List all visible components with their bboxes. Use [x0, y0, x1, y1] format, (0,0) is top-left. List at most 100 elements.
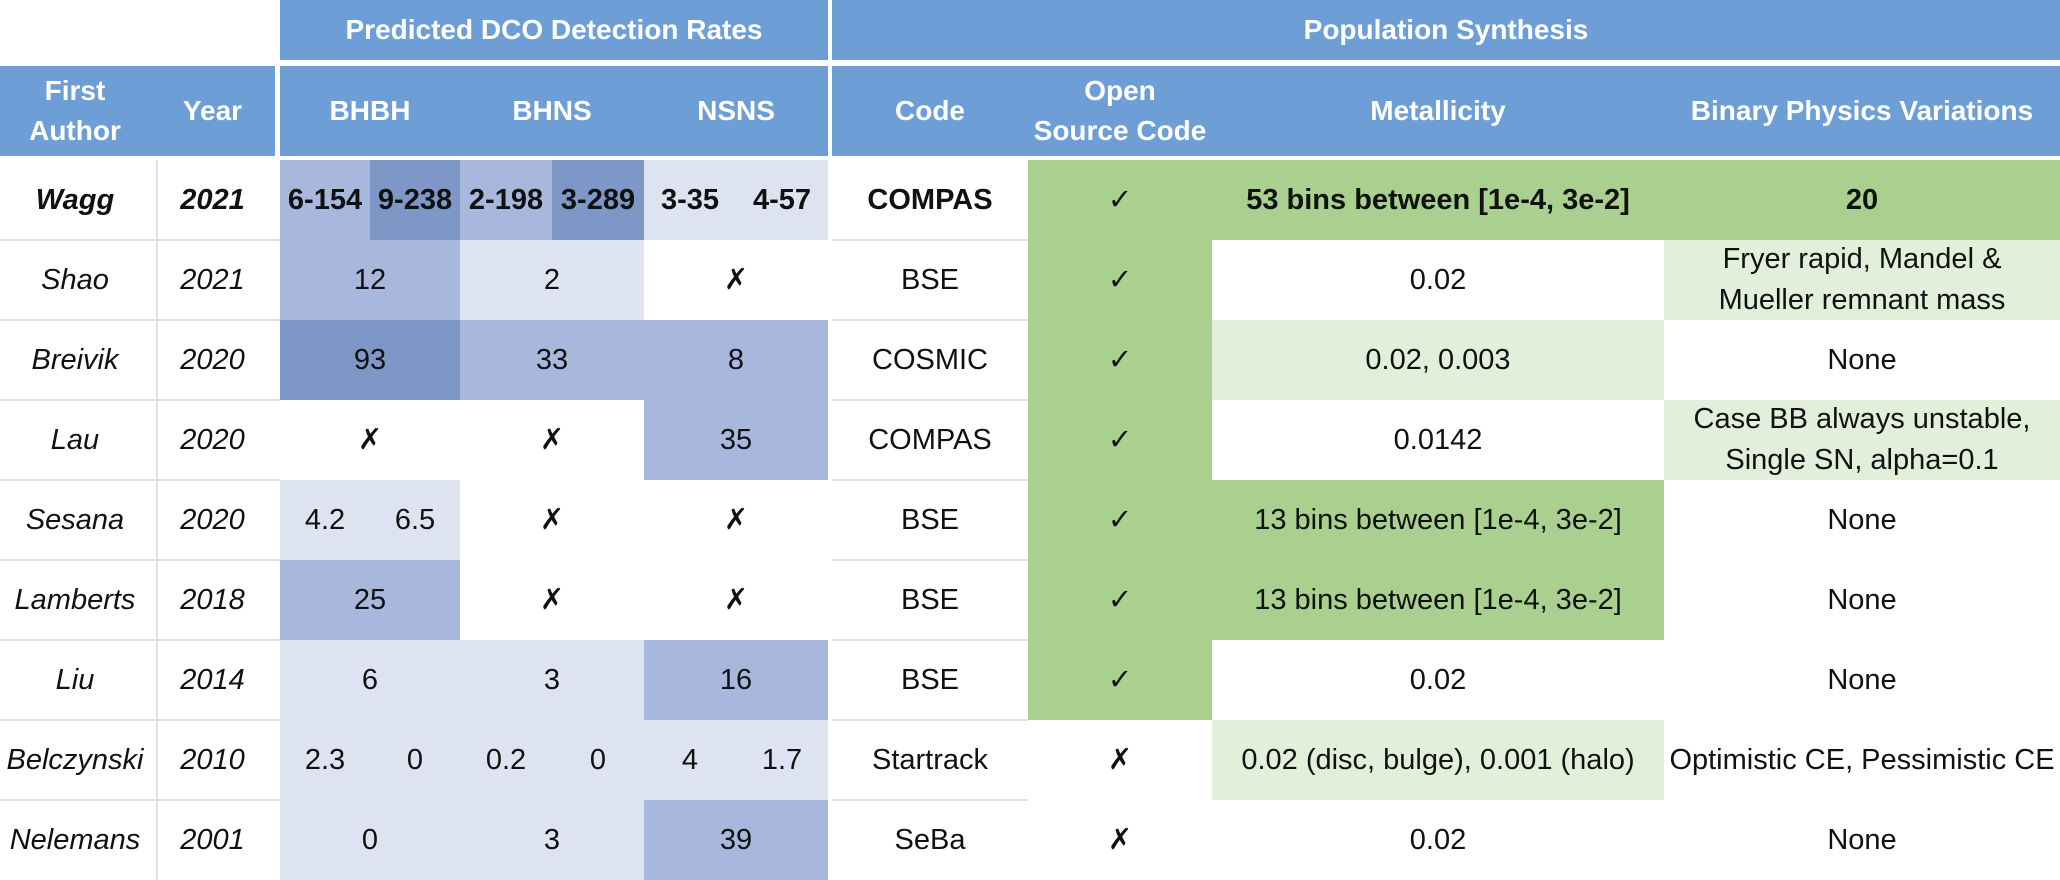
- cell-bhbh: 0: [280, 800, 460, 880]
- row-divider: [832, 639, 1028, 641]
- cell-open-source: ✓: [1028, 560, 1212, 640]
- cell-binary-physics: Case BB always unstable, Single SN, alph…: [1664, 400, 2060, 480]
- cell-author: Lau: [50, 423, 100, 456]
- cell-bhbh-high: 9-238: [370, 160, 460, 240]
- cell-binary-physics: None: [1827, 663, 1897, 696]
- row-divider: [832, 479, 1028, 481]
- cell-code: COMPAS: [867, 183, 993, 216]
- cell-nsns-low: 4: [644, 720, 736, 800]
- col-header-nsns: NSNS: [644, 66, 828, 156]
- cell-open-source: ✓: [1028, 160, 1212, 240]
- col-header-bhns: BHNS: [460, 66, 644, 156]
- cell-binary-physics: 20: [1664, 160, 2060, 240]
- cell-bhbh-low: 2.3: [280, 720, 370, 800]
- cell-bhbh-low: 4.2: [280, 480, 370, 560]
- cell-nsns-low: 3-35: [644, 160, 736, 240]
- cell-nsns: 39: [644, 800, 828, 880]
- cell-nsns: ✗: [723, 503, 749, 536]
- cell-bhns: 3: [460, 800, 644, 880]
- cell-bhbh: ✗: [357, 423, 383, 456]
- cell-code: BSE: [900, 503, 960, 536]
- cell-open-source: ✓: [1028, 400, 1212, 480]
- cell-binary-physics: None: [1827, 583, 1897, 616]
- cell-year: 2021: [180, 183, 245, 216]
- cell-year: 2021: [180, 263, 245, 296]
- cell-open-source: ✗: [1107, 823, 1133, 856]
- row-divider: [832, 239, 1028, 241]
- cell-author: Liu: [55, 663, 95, 696]
- cell-year: 2020: [180, 423, 245, 456]
- cell-author: Wagg: [35, 183, 115, 216]
- cell-bhns-high: 3-289: [552, 160, 644, 240]
- cell-bhns: 2: [460, 240, 644, 320]
- cell-open-source: ✓: [1028, 640, 1212, 720]
- cell-bhbh-high: 6.5: [370, 480, 460, 560]
- cell-metallicity: 0.0142: [1393, 423, 1483, 456]
- row-divider: [0, 639, 280, 641]
- row-divider: [832, 319, 1028, 321]
- cell-code: BSE: [900, 263, 960, 296]
- cell-bhns-high: 0: [552, 720, 644, 800]
- cell-bhns: ✗: [539, 583, 565, 616]
- col-header-binary-physics: Binary Physics Variations: [1664, 66, 2060, 156]
- cell-bhns: 33: [460, 320, 644, 400]
- cell-nsns-high: 4-57: [736, 160, 828, 240]
- cell-nsns: ✗: [723, 583, 749, 616]
- cell-nsns-high: 1.7: [736, 720, 828, 800]
- cell-binary-physics: None: [1827, 343, 1897, 376]
- column-divider: [156, 160, 158, 880]
- cell-metallicity: 0.02 (disc, bulge), 0.001 (halo): [1212, 720, 1664, 800]
- col-header-first-author: First Author: [0, 66, 150, 156]
- cell-bhbh: 93: [280, 320, 460, 400]
- col-header-open-source: Open Source Code: [1028, 66, 1212, 156]
- cell-author: Shao: [41, 263, 109, 296]
- col-header-bhbh: BHBH: [280, 66, 460, 156]
- group-header-dco: Predicted DCO Detection Rates: [280, 0, 828, 60]
- row-divider: [0, 479, 280, 481]
- row-divider: [0, 799, 280, 801]
- cell-author: Belczynski: [6, 743, 144, 776]
- cell-code: COSMIC: [872, 343, 988, 376]
- group-header-population-synthesis: Population Synthesis: [832, 0, 2060, 60]
- cell-author: Nelemans: [9, 823, 141, 856]
- cell-code: BSE: [900, 583, 960, 616]
- cell-bhns: ✗: [539, 503, 565, 536]
- cell-bhns-low: 2-198: [460, 160, 552, 240]
- row-divider: [832, 799, 1028, 801]
- cell-nsns: 16: [644, 640, 828, 720]
- cell-nsns: 35: [644, 400, 828, 480]
- row-divider: [0, 719, 280, 721]
- row-divider: [832, 559, 1028, 561]
- cell-bhbh-high: 0: [370, 720, 460, 800]
- cell-bhns: ✗: [539, 423, 565, 456]
- cell-year: 2018: [180, 583, 245, 616]
- row-divider: [0, 399, 280, 401]
- cell-open-source: ✗: [1107, 743, 1133, 776]
- cell-metallicity: 13 bins between [1e-4, 3e-2]: [1212, 560, 1664, 640]
- cell-bhns: 3: [460, 640, 644, 720]
- cell-bhns-low: 0.2: [460, 720, 552, 800]
- cell-metallicity: 0.02: [1409, 663, 1467, 696]
- row-divider: [0, 559, 280, 561]
- cell-code: COMPAS: [868, 423, 992, 456]
- cell-year: 2014: [180, 663, 245, 696]
- cell-binary-physics: Fryer rapid, Mandel & Mueller remnant ma…: [1664, 240, 2060, 320]
- cell-metallicity: 0.02, 0.003: [1212, 320, 1664, 400]
- cell-binary-physics: Optimistic CE, Pessimistic CE: [1669, 743, 2055, 776]
- col-header-code: Code: [832, 66, 1028, 156]
- cell-bhbh: 25: [280, 560, 460, 640]
- cell-open-source: ✓: [1028, 480, 1212, 560]
- cell-bhbh: 12: [280, 240, 460, 320]
- cell-author: Lamberts: [14, 583, 136, 616]
- cell-binary-physics: None: [1827, 823, 1897, 856]
- cell-metallicity: 0.02: [1409, 263, 1467, 296]
- cell-binary-physics: None: [1827, 503, 1897, 536]
- cell-code: BSE: [900, 663, 960, 696]
- row-divider: [0, 239, 280, 241]
- cell-code: SeBa: [894, 823, 966, 856]
- row-divider: [832, 399, 1028, 401]
- cell-metallicity: 53 bins between [1e-4, 3e-2]: [1212, 160, 1664, 240]
- cell-year: 2001: [180, 823, 245, 856]
- cell-open-source: ✓: [1028, 240, 1212, 320]
- cell-open-source: ✓: [1028, 320, 1212, 400]
